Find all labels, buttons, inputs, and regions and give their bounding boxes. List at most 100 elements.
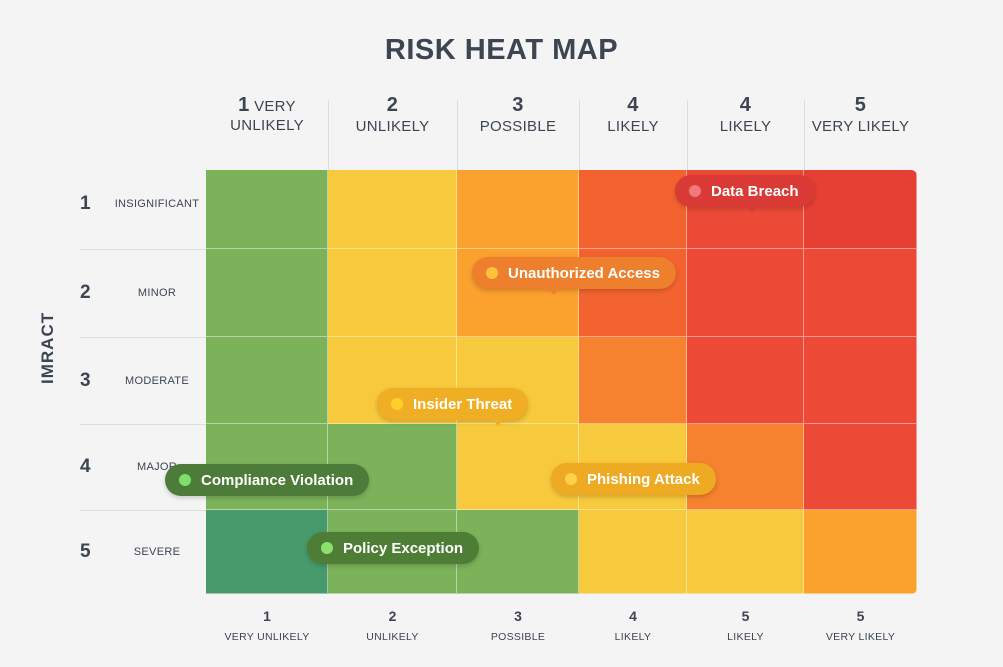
column-header-number: 2 <box>386 94 399 116</box>
heatmap-cell <box>804 424 917 510</box>
heatmap-cell <box>206 337 328 424</box>
column-header-number: 1 <box>238 94 250 116</box>
row-divider <box>80 337 206 338</box>
risk-label: Phishing Attack <box>587 470 700 488</box>
row-divider <box>80 424 206 425</box>
bottom-axis-text: LIKELY <box>614 631 652 643</box>
callout-pointer <box>548 288 560 295</box>
column-header: 2 UNLIKELY <box>328 94 457 136</box>
bottom-axis-number: 4 <box>629 608 637 624</box>
risk-label: Policy Exception <box>343 539 464 557</box>
column-divider <box>687 100 688 174</box>
column-divider <box>328 100 329 174</box>
callout-pointer <box>746 206 758 213</box>
risk-label: Compliance Violation <box>201 471 354 489</box>
column-divider <box>804 100 805 174</box>
heatmap-cell <box>206 249 328 337</box>
bottom-axis-text: VERY UNLIKELY <box>224 631 310 643</box>
bottom-axis-text: LIKELY <box>727 631 764 643</box>
column-header-number: 3 <box>512 94 524 116</box>
risk-dot-icon <box>321 542 333 554</box>
column-header-number: 4 <box>627 94 639 116</box>
risk-dot-icon <box>391 398 403 410</box>
heatmap-cell <box>687 337 804 424</box>
row-label-text: SEVERE <box>133 546 181 558</box>
heatmap-cell <box>328 249 457 337</box>
bottom-axis-text: VERY LIKELY <box>825 631 896 643</box>
risk-dot-icon <box>565 473 577 485</box>
risk-callout[interactable]: Compliance Violation <box>165 464 370 496</box>
heatmap-cell <box>804 510 917 594</box>
bottom-axis-text: UNLIKELY <box>366 631 419 643</box>
bottom-axis-number: 5 <box>741 608 750 624</box>
heatmap-cell <box>579 510 687 594</box>
chart-title: RISK HEAT MAP <box>384 34 619 66</box>
heatmap-cell <box>804 170 917 249</box>
bottom-axis-label: 5 LIKELY <box>687 608 804 643</box>
risk-dot-icon <box>689 185 701 197</box>
row-label: 2 MINOR <box>80 282 206 303</box>
row-label-text: MODERATE <box>125 374 189 387</box>
heatmap-cell <box>579 170 687 249</box>
row-label-text: MAJOR <box>137 461 177 473</box>
heatmap-cell <box>457 170 579 249</box>
bottom-axis-label: 5 VERY LIKELY <box>804 608 917 643</box>
row-divider <box>80 510 206 511</box>
column-header: 3 POSSIBLE <box>457 94 579 136</box>
row-label: 5 SEVERE <box>80 541 206 562</box>
column-header: 1 VERY UNLIKELY <box>206 94 328 135</box>
heatmap-cell <box>579 337 687 424</box>
column-header-number: 5 <box>854 94 867 116</box>
y-axis-label: IMRACT <box>38 311 57 384</box>
risk-dot-icon <box>179 474 191 486</box>
heatmap-cell <box>804 337 917 424</box>
risk-callout[interactable]: Unauthorized Access <box>472 257 676 295</box>
callout-pointer <box>492 419 504 426</box>
risk-label: Unauthorized Access <box>508 264 660 282</box>
risk-callout[interactable]: Insider Threat <box>377 388 529 426</box>
column-header: 5 VERY LIKELY <box>804 94 917 136</box>
column-header-label: UNLIKELY <box>355 118 430 135</box>
row-label-number: 1 <box>80 192 91 214</box>
column-header-number: 4 <box>739 94 752 116</box>
bottom-axis-number: 3 <box>514 608 522 624</box>
bottom-axis-label: 3 POSSIBLE <box>457 608 579 643</box>
row-label-number: 3 <box>80 369 91 391</box>
row-label: 1 INSIGNIFICANT <box>80 192 206 214</box>
bottom-axis-text: POSSIBLE <box>490 631 546 643</box>
row-label: 3 MODERATE <box>80 369 206 391</box>
heatmap-cell <box>206 170 328 249</box>
column-header: 4 LIKELY <box>579 94 687 136</box>
row-label-number: 4 <box>80 456 91 477</box>
row-label: 4 MAJOR <box>80 456 206 477</box>
heatmap-cell <box>804 249 917 337</box>
bottom-axis-label: 1 VERY UNLIKELY <box>206 608 328 643</box>
heatmap-cell <box>328 170 457 249</box>
heatmap-cell <box>687 249 804 337</box>
column-header-label: LIKELY <box>607 118 659 135</box>
row-label-text: MINOR <box>137 287 177 299</box>
column-header-label: LIKELY <box>719 118 772 135</box>
heatmap-grid <box>206 170 917 594</box>
column-header: 4 LIKELY <box>687 94 804 136</box>
risk-callout[interactable]: Phishing Attack <box>551 463 716 495</box>
row-label-number: 2 <box>80 282 91 303</box>
bottom-axis-label: 4 LIKELY <box>579 608 687 643</box>
bottom-axis-number: 5 <box>856 608 865 624</box>
risk-label: Insider Threat <box>413 395 513 413</box>
bottom-axis-label: 2 UNLIKELY <box>328 608 457 643</box>
row-divider <box>80 249 206 250</box>
row-label-number: 5 <box>80 541 91 562</box>
heatmap-cell <box>687 510 804 594</box>
column-header-label: POSSIBLE <box>479 118 557 135</box>
risk-dot-icon <box>486 267 498 279</box>
bottom-axis-number: 2 <box>388 608 397 624</box>
risk-callout[interactable]: Data Breach <box>675 175 815 213</box>
column-divider <box>579 100 580 174</box>
row-label-text: INSIGNIFICANT <box>114 197 200 210</box>
column-header-label: VERY LIKELY <box>811 118 910 135</box>
column-divider <box>457 100 458 174</box>
column-header-label: VERY UNLIKELY <box>230 98 304 134</box>
risk-callout[interactable]: Policy Exception <box>307 532 480 564</box>
bottom-axis-number: 1 <box>263 608 271 624</box>
